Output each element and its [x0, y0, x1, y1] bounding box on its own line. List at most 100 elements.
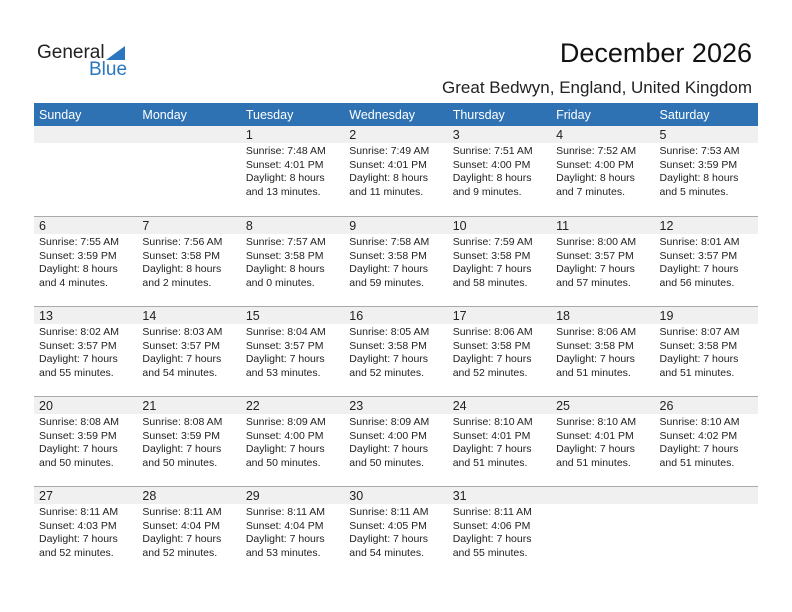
minutes-text: and 54 minutes. [142, 366, 218, 379]
sunrise-text: Sunrise: 8:05 AM [349, 326, 430, 338]
day-number [34, 126, 137, 143]
day-cell: Sunrise: 7:58 AM Sunset: 3:58 PM Daylight:… [344, 234, 447, 290]
weekday-header: Sunday Monday Tuesday Wednesday Thursday Frid… [34, 103, 758, 126]
weekday-friday: Friday [556, 108, 591, 122]
daylight-text: Daylight: 7 hours [452, 263, 532, 276]
sunrise-text: Sunrise: 8:02 AM [39, 326, 119, 338]
date-strip: 20 21 22 23 24 25 26 [34, 397, 758, 414]
sunrise-text: Sunrise: 8:01 AM [659, 236, 740, 248]
day-number: 25 [556, 399, 571, 413]
sunset-text: Sunset: 3:57 PM [556, 249, 634, 262]
sunrise-text: Sunrise: 8:06 AM [452, 326, 533, 338]
week-body: Sunrise: 8:08 AM Sunset: 3:59 PM Daylight:… [34, 414, 758, 470]
day-cell: Sunrise: 8:03 AM Sunset: 3:57 PM Daylight:… [137, 324, 240, 380]
day-cell [137, 143, 240, 199]
daylight-text: Daylight: 7 hours [142, 443, 222, 456]
page-title: December 2026 [559, 38, 752, 68]
sunset-text: Sunset: 3:58 PM [349, 249, 427, 262]
calendar-week: 1 2 3 4 5 Sunrise: 7:48 AM Sunset: 4:01 PM Dayl… [34, 126, 758, 216]
sunrise-text: Sunrise: 8:10 AM [452, 416, 533, 428]
day-number: 20 [39, 399, 53, 413]
minutes-text: and 52 minutes. [142, 546, 218, 559]
daylight-text: Daylight: 7 hours [349, 353, 429, 366]
sunrise-text: Sunrise: 7:55 AM [39, 236, 119, 248]
minutes-text: and 54 minutes. [349, 546, 424, 559]
sunset-text: Sunset: 3:58 PM [659, 339, 738, 352]
minutes-text: and 50 minutes. [39, 456, 114, 469]
minutes-text: and 53 minutes. [245, 546, 321, 559]
day-cell: Sunrise: 8:05 AM Sunset: 3:58 PM Daylight:… [344, 324, 447, 380]
daylight-text: Daylight: 7 hours [659, 263, 739, 276]
day-number: 28 [142, 489, 157, 503]
day-number: 12 [659, 219, 674, 233]
day-cell: Sunrise: 8:11 AM Sunset: 4:04 PM Daylight:… [137, 504, 240, 560]
day-number: 13 [39, 309, 53, 323]
day-number: 27 [39, 489, 53, 503]
minutes-text: and 4 minutes. [39, 276, 108, 289]
sunrise-text: Sunrise: 8:10 AM [556, 416, 637, 428]
sunset-text: Sunset: 4:03 PM [39, 519, 117, 532]
minutes-text: and 51 minutes. [556, 366, 631, 379]
sunrise-text: Sunrise: 8:03 AM [142, 326, 223, 338]
minutes-text: and 55 minutes. [39, 366, 114, 379]
minutes-text: and 9 minutes. [452, 185, 522, 198]
week-body: Sunrise: 8:02 AM Sunset: 3:57 PM Daylight:… [34, 324, 758, 380]
daylight-text: Daylight: 7 hours [349, 263, 429, 276]
sunrise-text: Sunrise: 8:11 AM [245, 506, 326, 518]
daylight-text: Daylight: 7 hours [556, 263, 635, 276]
sunset-text: Sunset: 3:58 PM [452, 339, 531, 352]
daylight-text: Daylight: 8 hours [452, 172, 532, 185]
daylight-text: Daylight: 8 hours [39, 263, 118, 276]
daylight-text: Daylight: 8 hours [659, 172, 739, 185]
sunset-text: Sunset: 4:00 PM [556, 158, 634, 171]
daylight-text: Daylight: 8 hours [556, 172, 635, 185]
weekday-tuesday: Tuesday [245, 108, 294, 122]
sunrise-text: Sunrise: 8:08 AM [142, 416, 223, 428]
sunset-text: Sunset: 4:01 PM [452, 429, 531, 442]
day-cell: Sunrise: 8:09 AM Sunset: 4:00 PM Daylight:… [241, 414, 344, 470]
day-cell: Sunrise: 8:07 AM Sunset: 3:58 PM Daylight:… [655, 324, 758, 380]
daylight-text: Daylight: 8 hours [245, 263, 325, 276]
day-cell: Sunrise: 8:06 AM Sunset: 3:58 PM Daylight:… [448, 324, 551, 380]
sunrise-text: Sunrise: 8:09 AM [245, 416, 326, 428]
minutes-text: and 53 minutes. [245, 366, 321, 379]
sunset-text: Sunset: 3:57 PM [142, 339, 221, 352]
sunset-text: Sunset: 3:58 PM [349, 339, 427, 352]
daylight-text: Daylight: 7 hours [452, 533, 532, 546]
location-subtitle: Great Bedwyn, England, United Kingdom [442, 78, 752, 97]
day-number: 26 [659, 399, 674, 413]
logo-blue: Blue [89, 59, 128, 80]
sunrise-text: Sunrise: 7:56 AM [142, 236, 223, 248]
day-cell: Sunrise: 8:10 AM Sunset: 4:02 PM Daylight:… [655, 414, 758, 470]
day-number: 16 [349, 309, 364, 323]
day-cell [551, 504, 654, 560]
calendar-week: 13 14 15 16 17 18 19 Sunrise: 8:02 AM Sunset: 3:… [34, 306, 758, 396]
minutes-text: and 0 minutes. [245, 276, 315, 289]
daylight-text: Daylight: 7 hours [452, 443, 532, 456]
week-body: Sunrise: 7:55 AM Sunset: 3:59 PM Daylight:… [34, 234, 758, 290]
minutes-text: and 52 minutes. [349, 366, 424, 379]
sunrise-text: Sunrise: 7:57 AM [245, 236, 326, 248]
logo-triangle-icon [106, 46, 125, 60]
day-cell: Sunrise: 8:08 AM Sunset: 3:59 PM Daylight:… [34, 414, 137, 470]
sunrise-text: Sunrise: 8:11 AM [142, 506, 222, 518]
day-cell: Sunrise: 8:10 AM Sunset: 4:01 PM Daylight:… [448, 414, 551, 470]
day-number: 6 [39, 219, 46, 233]
daylight-text: Daylight: 8 hours [245, 172, 325, 185]
sunset-text: Sunset: 3:58 PM [452, 249, 531, 262]
minutes-text: and 52 minutes. [39, 546, 114, 559]
minutes-text: and 58 minutes. [452, 276, 528, 289]
sunset-text: Sunset: 4:01 PM [349, 158, 427, 171]
day-cell: Sunrise: 8:01 AM Sunset: 3:57 PM Daylight:… [655, 234, 758, 290]
day-number: 14 [142, 309, 157, 323]
minutes-text: and 50 minutes. [142, 456, 218, 469]
minutes-text: and 5 minutes. [659, 185, 729, 198]
minutes-text: and 51 minutes. [556, 456, 631, 469]
day-number: 1 [245, 128, 253, 142]
sunrise-text: Sunrise: 8:11 AM [39, 506, 119, 518]
day-cell: Sunrise: 7:59 AM Sunset: 3:58 PM Daylight:… [448, 234, 551, 290]
sunrise-text: Sunrise: 7:58 AM [349, 236, 430, 248]
day-number: 18 [556, 309, 571, 323]
daylight-text: Daylight: 7 hours [556, 353, 635, 366]
day-cell: Sunrise: 8:02 AM Sunset: 3:57 PM Daylight:… [34, 324, 137, 380]
